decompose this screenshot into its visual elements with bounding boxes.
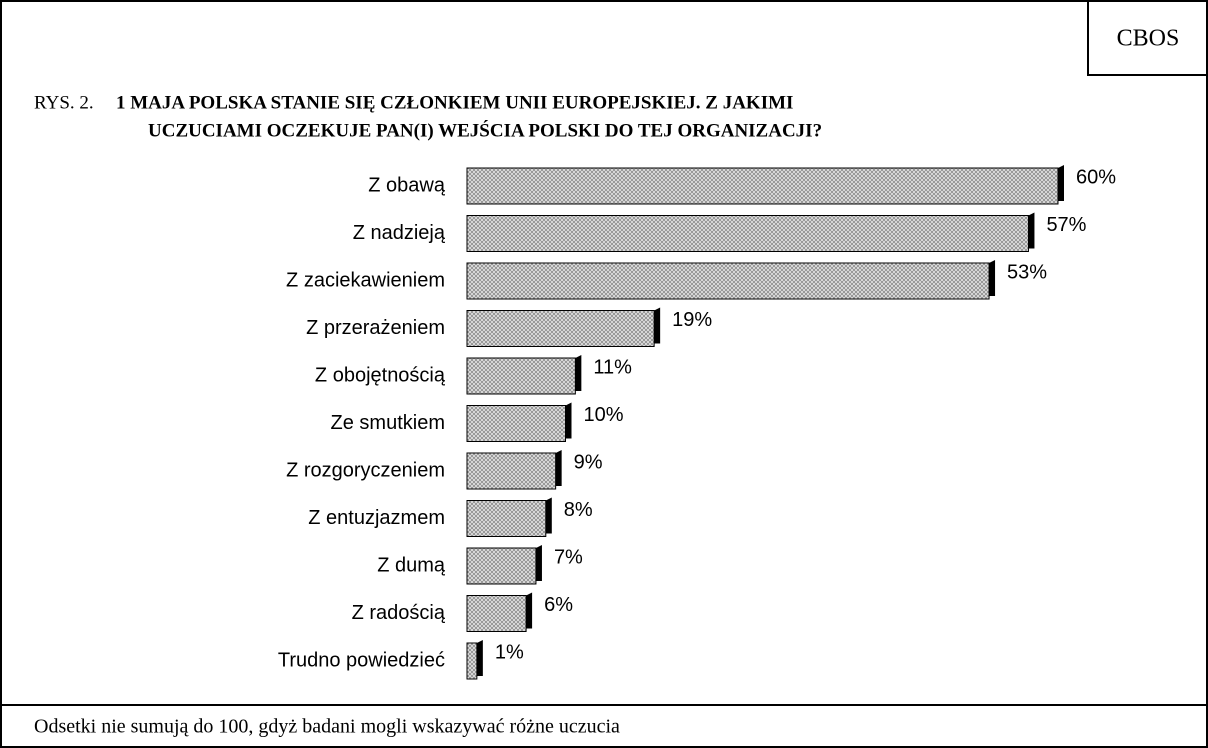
value-label: 19% bbox=[672, 309, 712, 331]
source: CBOS bbox=[1117, 26, 1180, 52]
bar bbox=[466, 500, 547, 537]
note: Odsetki nie sumują do 100, gdyż badani m… bbox=[34, 716, 620, 738]
value-label: 57% bbox=[1046, 214, 1086, 236]
category-label: Z nadzieją bbox=[353, 222, 446, 244]
bar bbox=[466, 262, 990, 300]
figure-label: RYS. 2. bbox=[34, 92, 94, 113]
category-label: Trudno powiedzieć bbox=[278, 649, 445, 671]
category-label: Z dumą bbox=[377, 554, 446, 576]
bar bbox=[466, 595, 527, 632]
category-label: Z zaciekawieniem bbox=[286, 269, 445, 291]
value-label: 11% bbox=[593, 356, 632, 378]
bar bbox=[466, 547, 537, 585]
value-label: 9% bbox=[574, 451, 603, 473]
bars: Z obawą 60% Z nadzieją 57% Z zaciekawieniem 5… bbox=[278, 165, 1116, 680]
value-label: 8% bbox=[564, 499, 593, 521]
bar bbox=[466, 310, 655, 347]
category-label: Z rozgoryczeniem bbox=[286, 459, 445, 481]
value-label: 7% bbox=[554, 546, 583, 568]
bar bbox=[466, 452, 557, 490]
category-label: Z radością bbox=[352, 602, 446, 624]
category-label: Z entuzjazmem bbox=[308, 507, 445, 529]
bar bbox=[466, 167, 1059, 205]
bar bbox=[466, 357, 576, 395]
bar-shadow bbox=[473, 640, 483, 679]
category-label: Ze smutkiem bbox=[331, 412, 445, 434]
chart-title: UCZUCIAMI OCZEKUJE PAN(I) WEJŚCIA POLSKI… bbox=[148, 119, 822, 141]
category-label: Z obojętnością bbox=[315, 364, 446, 386]
chart-title: 1 MAJA POLSKA STANIE SIĘ CZŁONKIEM UNII … bbox=[116, 92, 793, 113]
value-label: 6% bbox=[544, 594, 573, 616]
value-label: 53% bbox=[1007, 261, 1047, 283]
source-box bbox=[1087, 0, 1208, 76]
category-label: Z obawą bbox=[368, 174, 446, 196]
category-label: Z przerażeniem bbox=[306, 317, 445, 339]
bar bbox=[466, 215, 1029, 252]
bar bbox=[466, 642, 478, 680]
bar bbox=[466, 405, 566, 442]
value-label: 10% bbox=[584, 404, 624, 426]
value-label: 1% bbox=[495, 641, 524, 663]
value-label: 60% bbox=[1076, 166, 1116, 188]
